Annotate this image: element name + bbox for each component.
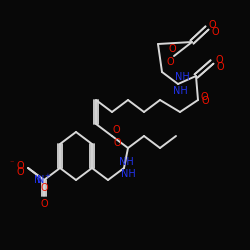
- Text: O: O: [16, 167, 24, 177]
- Text: O: O: [168, 44, 176, 54]
- Text: O: O: [166, 57, 174, 67]
- Text: O: O: [201, 96, 209, 106]
- Text: O: O: [113, 138, 121, 148]
- Text: O: O: [216, 62, 224, 72]
- Text: O: O: [40, 183, 48, 193]
- Text: O: O: [16, 161, 24, 171]
- Text: N: N: [34, 175, 42, 185]
- Text: N: N: [37, 175, 45, 185]
- Text: O: O: [208, 20, 216, 30]
- Text: NH: NH: [172, 86, 188, 96]
- Text: O: O: [200, 92, 208, 102]
- Text: O: O: [40, 199, 48, 209]
- Text: O: O: [215, 55, 223, 65]
- Text: NH: NH: [119, 157, 134, 167]
- Text: NH: NH: [174, 72, 190, 82]
- Text: NH: NH: [120, 169, 136, 179]
- Text: ⁻: ⁻: [10, 158, 14, 168]
- Text: O: O: [211, 27, 219, 37]
- Text: +: +: [44, 173, 50, 179]
- Text: O: O: [112, 125, 120, 135]
